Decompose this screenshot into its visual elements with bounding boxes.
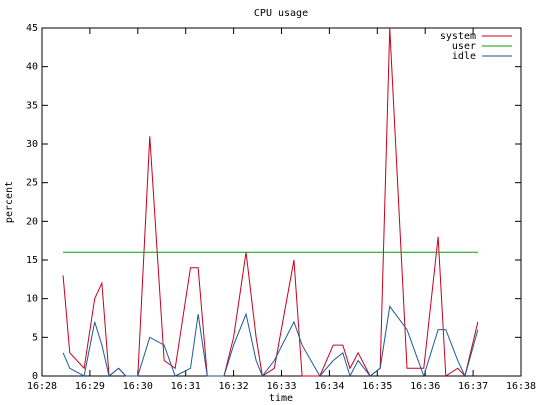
y-tick-label: 35 xyxy=(26,100,38,111)
x-tick-label: 16:35 xyxy=(362,381,392,392)
y-tick-label: 30 xyxy=(26,139,38,150)
y-tick-label: 10 xyxy=(26,294,38,305)
legend-label: system xyxy=(440,31,476,42)
plot-frame xyxy=(41,27,522,377)
series-line xyxy=(62,27,479,378)
y-tick-label: 5 xyxy=(32,332,38,343)
y-axis-label: percent xyxy=(4,181,15,223)
x-tick-label: 16:33 xyxy=(266,381,296,392)
x-tick-label: 16:32 xyxy=(219,381,249,392)
x-tick-label: 16:38 xyxy=(506,381,536,392)
x-tick-label: 16:28 xyxy=(27,381,57,392)
legend-label: user xyxy=(452,41,476,52)
x-tick-label: 16:31 xyxy=(171,381,201,392)
x-tick-label: 16:29 xyxy=(75,381,105,392)
y-tick-label: 0 xyxy=(32,371,38,382)
y-tick-label: 40 xyxy=(26,62,38,73)
y-tick-label: 25 xyxy=(26,178,38,189)
legend-label: idle xyxy=(452,51,476,62)
x-axis-label: time xyxy=(269,393,293,404)
y-tick-label: 45 xyxy=(26,23,38,34)
y-tick-label: 15 xyxy=(26,255,38,266)
x-tick-label: 16:37 xyxy=(458,381,488,392)
series-line xyxy=(62,305,479,378)
chart-title: CPU usage xyxy=(254,8,308,19)
x-tick-label: 16:30 xyxy=(123,381,153,392)
x-tick-label: 16:34 xyxy=(314,381,344,392)
x-tick-label: 16:36 xyxy=(410,381,440,392)
y-tick-label: 20 xyxy=(26,216,38,227)
